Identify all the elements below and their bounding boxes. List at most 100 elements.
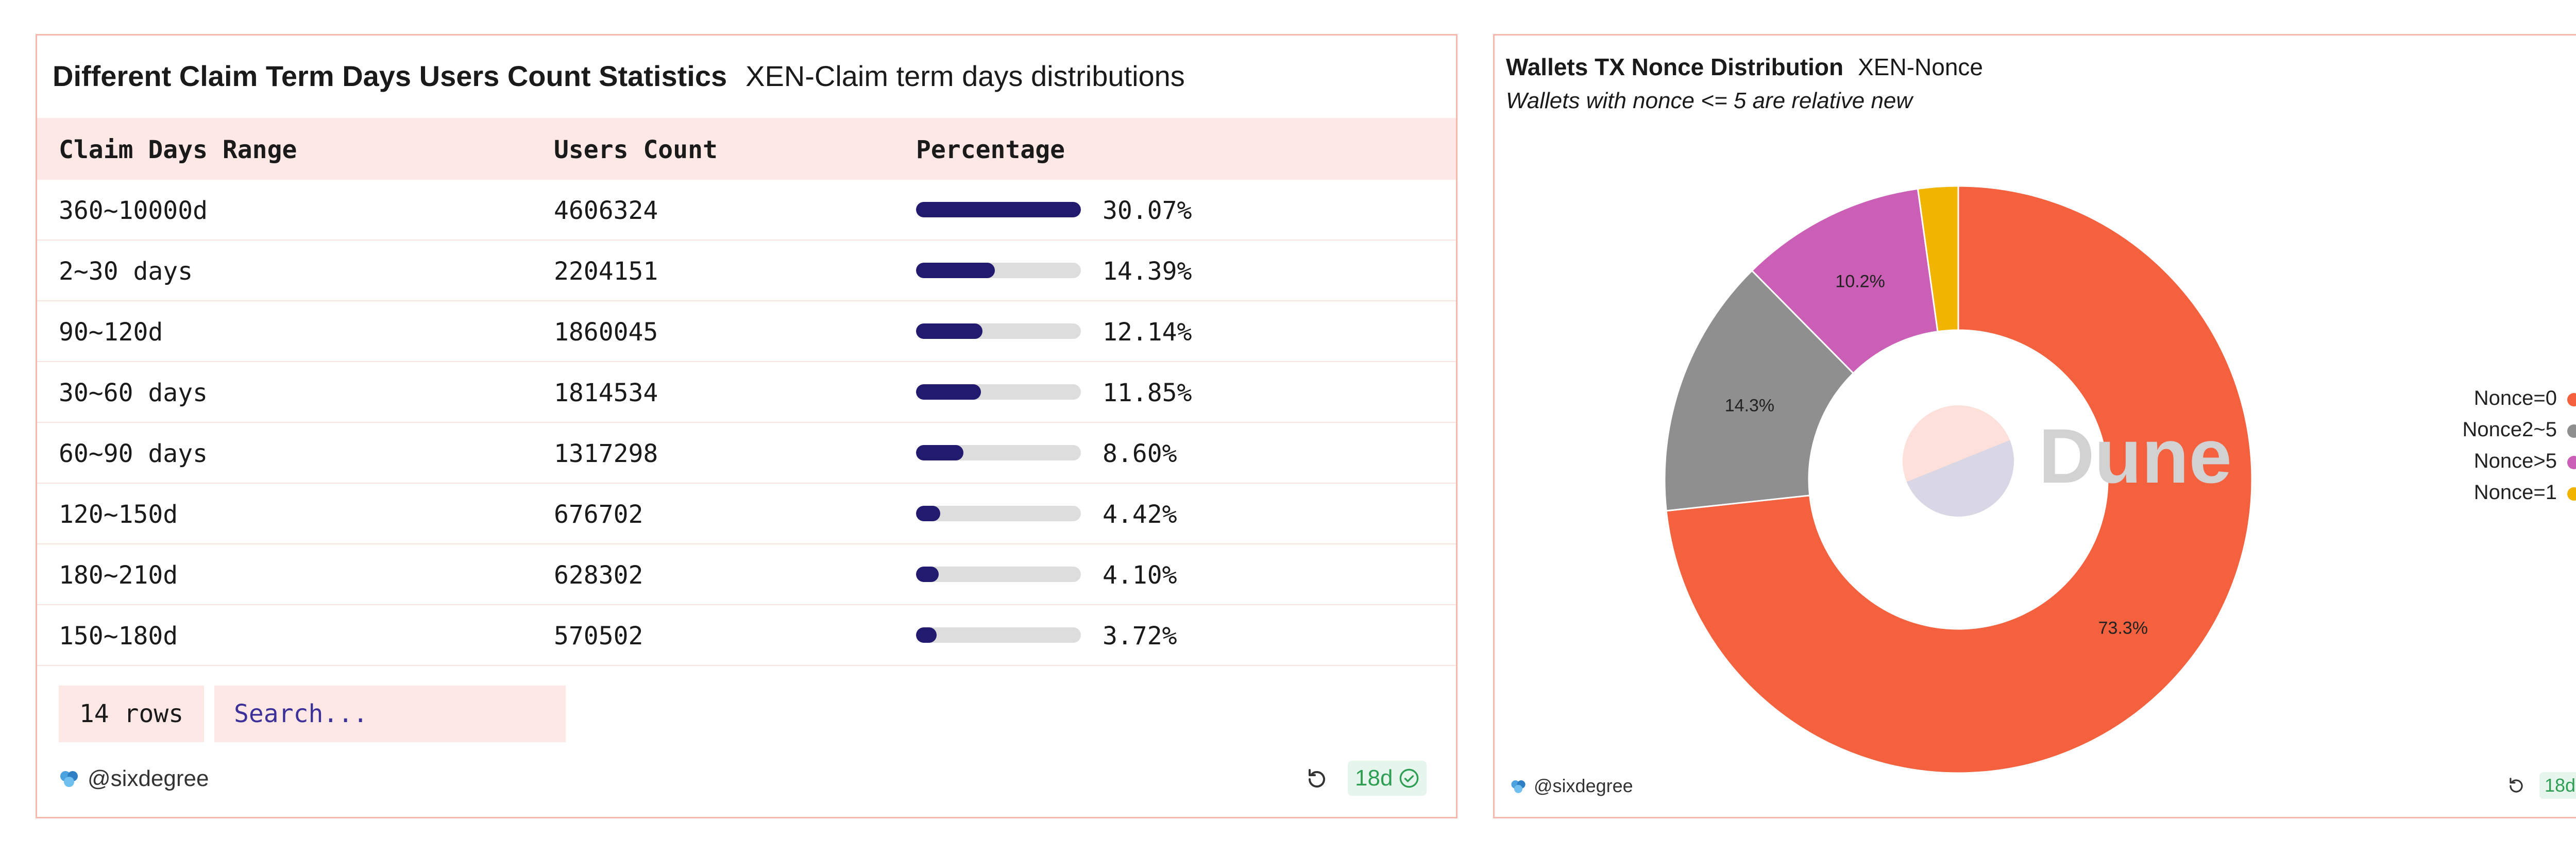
search-input[interactable] [214,686,566,742]
donut-age-text: 18d [2545,775,2576,796]
legend-label: Nonce=1 [2473,481,2557,504]
row-count-badge: 14 rows [59,686,204,742]
table-row[interactable]: 60~90 days 1317298 8.60% [37,423,1456,484]
donut-refresh-icon[interactable] [2506,776,2526,798]
table-header: Claim Days Range Users Count Percentage [37,118,1456,180]
donut-slice-nonce2-5[interactable] [1664,269,1855,512]
percentage-bar-track [916,263,1081,278]
cell-users-count: 1860045 [554,318,658,347]
percentage-bar-fill [916,384,981,400]
table-row[interactable]: 360~10000d 4606324 30.07% [37,180,1456,241]
dune-watermark: Dune [1903,405,2232,517]
table-body: 360~10000d 4606324 30.07% 2~30 days 2204151 1… [37,180,1456,666]
cell-percentage: 3.72% [1103,622,1177,651]
table-row[interactable]: 120~150d 676702 4.42% [37,484,1456,544]
cell-claim-days-range: 90~120d [59,318,163,347]
age-text: 18d [1355,765,1393,791]
cell-claim-days-range: 360~10000d [59,196,208,225]
table-title: Different Claim Term Days Users Count St… [53,60,727,92]
table-panel-header: Different Claim Term Days Users Count St… [53,59,1185,93]
legend-item[interactable]: Nonce=0 [2463,387,2576,418]
cell-claim-days-range: 2~30 days [59,257,193,286]
cell-users-count: 570502 [554,622,643,651]
legend-item[interactable]: Nonce2~5 [2463,418,2576,450]
donut-author-link[interactable]: @sixdegree [1510,775,1633,797]
cell-percentage: 30.07% [1103,196,1192,225]
table-row[interactable]: 30~60 days 1814534 11.85% [37,362,1456,423]
donut-age-badge: 18d [2539,772,2576,799]
percentage-bar-track [916,384,1081,400]
legend-item[interactable]: Nonce=1 [2463,481,2576,512]
donut-description: Wallets with nonce <= 5 are relative new [1506,88,1913,113]
cell-percentage: 4.42% [1103,500,1177,529]
refresh-icon[interactable] [1304,767,1329,794]
column-header-users[interactable]: Users Count [554,135,718,164]
donut-title: Wallets TX Nonce Distribution [1506,54,1844,80]
percentage-bar-fill [916,506,941,521]
percentage-bar-fill [916,445,963,460]
cell-claim-days-range: 180~210d [59,561,178,590]
legend-dot-icon [2567,456,2576,469]
percentage-bar-track [916,202,1081,217]
percentage-bar-fill [916,202,1081,217]
table-row[interactable]: 2~30 days 2204151 14.39% [37,241,1456,301]
cell-percentage: 8.60% [1103,439,1177,468]
table-subtitle: XEN-Claim term days distributions [745,60,1185,92]
cell-claim-days-range: 30~60 days [59,379,208,407]
legend-label: Nonce2~5 [2462,418,2557,441]
legend-item[interactable]: Nonce>5 [2463,450,2576,481]
legend-dot-icon [2567,424,2576,438]
author-name: @sixdegree [88,766,209,791]
legend: Nonce=0 Nonce2~5 Nonce>5 Nonce=1 [2463,387,2576,512]
percentage-bar-fill [916,323,983,339]
author-logo-icon [1510,778,1527,794]
age-badge: 18d [1348,761,1427,796]
percentage-bar-fill [916,263,995,278]
cell-users-count: 1814534 [554,379,658,407]
percentage-bar-fill [916,567,939,582]
donut-subtitle: XEN-Nonce [1858,54,1983,80]
percentage-bar-track [916,445,1081,460]
donut-slice-nonce-5[interactable] [1751,187,1939,374]
cell-percentage: 14.39% [1103,257,1192,286]
donut-author-name: @sixdegree [1534,775,1633,796]
slice-label: 14.3% [1725,396,1774,416]
cell-users-count: 628302 [554,561,643,590]
donut-panel-header: Wallets TX Nonce Distribution XEN-Nonce [1506,53,1983,81]
legend-dot-icon [2567,487,2576,501]
percentage-bar-track [916,506,1081,521]
cell-claim-days-range: 120~150d [59,500,178,529]
cell-users-count: 2204151 [554,257,658,286]
percentage-bar-track [916,323,1081,339]
legend-dot-icon [2567,393,2576,406]
check-circle-icon [1399,768,1419,789]
cell-users-count: 676702 [554,500,643,529]
cell-percentage: 4.10% [1103,561,1177,590]
table-row[interactable]: 150~180d 570502 3.72% [37,605,1456,666]
percentage-bar-track [916,567,1081,582]
legend-label: Nonce>5 [2473,450,2557,472]
table-row[interactable]: 180~210d 628302 4.10% [37,544,1456,605]
donut-slice-nonce-1[interactable] [1917,185,1959,333]
percentage-bar-track [916,627,1081,643]
cell-users-count: 1317298 [554,439,658,468]
slice-label: 73.3% [2098,618,2148,638]
donut-slice-nonce-0[interactable] [1665,185,2253,774]
column-header-percentage[interactable]: Percentage [916,135,1065,164]
column-header-range[interactable]: Claim Days Range [59,135,297,164]
cell-percentage: 12.14% [1103,318,1192,347]
cell-claim-days-range: 150~180d [59,622,178,651]
slice-label: 10.2% [1835,271,1885,291]
table-row[interactable]: 90~120d 1860045 12.14% [37,301,1456,362]
cell-percentage: 11.85% [1103,379,1192,407]
table-panel: Different Claim Term Days Users Count St… [36,34,1458,818]
cell-claim-days-range: 60~90 days [59,439,208,468]
donut-panel: Wallets TX Nonce Distribution XEN-Nonce W… [1493,34,2576,818]
author-link[interactable]: @sixdegree [59,766,209,792]
cell-users-count: 4606324 [554,196,658,225]
author-logo-icon [59,768,79,789]
percentage-bar-fill [916,627,937,643]
donut-chart: Dune 73.3% 14.3% 10.2% [1664,185,2253,774]
watermark-text: Dune [2039,413,2232,499]
legend-label: Nonce=0 [2473,387,2557,409]
